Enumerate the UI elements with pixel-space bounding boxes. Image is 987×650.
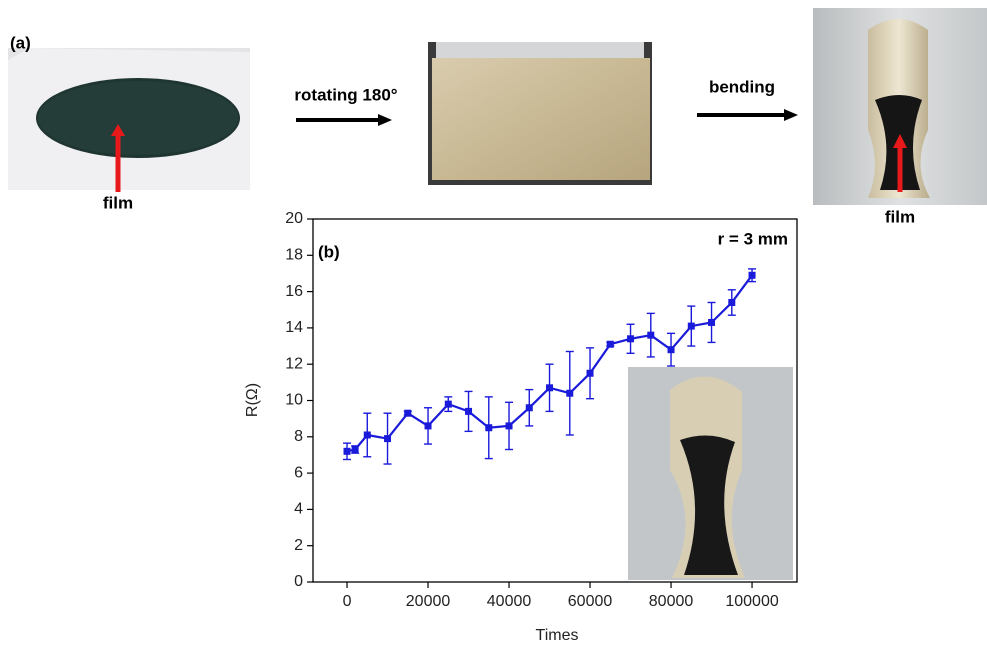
step-label: bending (709, 77, 775, 96)
y-axis-label: R(Ω) (244, 383, 261, 417)
y-tick-label: 14 (285, 319, 303, 336)
photo-bent (813, 8, 987, 205)
y-tick-label: 0 (294, 573, 303, 590)
arrow (296, 114, 392, 126)
x-tick-label: 80000 (649, 593, 694, 610)
point (363, 431, 371, 439)
y-tick-label: 6 (294, 464, 303, 481)
point (404, 409, 412, 417)
point (343, 447, 351, 455)
film-label: film (885, 207, 915, 226)
photo-film (8, 48, 250, 192)
panel-label: (a) (10, 33, 31, 52)
step-label: rotating 180° (294, 85, 397, 104)
point (465, 407, 473, 415)
y-tick-label: 10 (285, 392, 303, 409)
x-tick-label: 20000 (406, 593, 451, 610)
y-tick-label: 20 (285, 210, 303, 227)
point (606, 340, 614, 348)
point (424, 422, 432, 430)
chart: 0 2 4 6 8 10 12 14 16 18 20 0 20000 40000 60000 80000 10… (285, 210, 798, 610)
point (748, 271, 756, 279)
point (485, 424, 493, 432)
point (708, 318, 716, 326)
point (647, 331, 655, 339)
point (384, 435, 392, 443)
x-tick-label: 60000 (568, 593, 613, 610)
panel-label: (b) (318, 242, 340, 261)
plot-frame (312, 218, 798, 583)
arrow (697, 109, 798, 121)
point (525, 404, 533, 412)
photo-rotated (428, 42, 652, 185)
point (687, 322, 695, 330)
series-line (346, 274, 753, 453)
point (667, 346, 675, 354)
x-tick-label: 0 (343, 593, 352, 610)
point (505, 422, 513, 430)
x-axis-label: Times (536, 627, 579, 644)
point (444, 400, 452, 408)
annotation: r = 3 mm (718, 229, 788, 248)
inset-dark (680, 435, 738, 575)
y-tick-label: 4 (294, 501, 303, 518)
inset-photo (628, 367, 793, 580)
y-tick-label: 8 (294, 428, 303, 445)
point (566, 389, 574, 397)
film-label: film (103, 193, 133, 212)
point (351, 446, 359, 454)
point (728, 298, 736, 306)
y-tick-label: 16 (285, 283, 303, 300)
x-tick-label: 100000 (725, 593, 778, 610)
point (627, 335, 635, 343)
x-tick-label: 40000 (487, 593, 532, 610)
point (546, 384, 554, 392)
point (586, 369, 594, 377)
y-tick-label: 2 (294, 537, 303, 554)
y-tick-label: 18 (285, 247, 303, 264)
y-tick-label: 12 (285, 355, 303, 372)
